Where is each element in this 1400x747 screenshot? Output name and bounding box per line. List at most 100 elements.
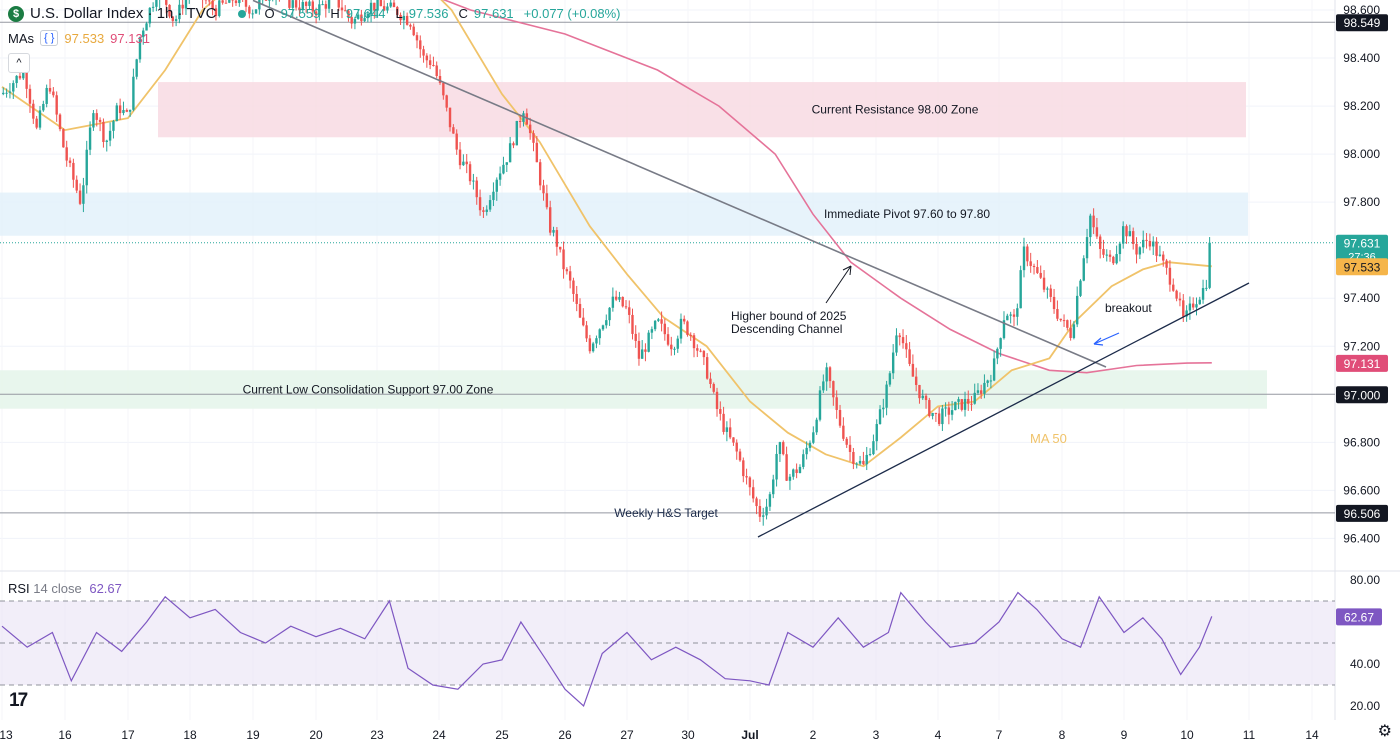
annotation-text: breakout	[1105, 301, 1152, 315]
candle-body	[921, 395, 924, 399]
rsi-tick-label: 40.00	[1350, 657, 1380, 671]
candle-body	[689, 334, 692, 336]
candle	[660, 311, 663, 332]
candle-body	[1022, 246, 1026, 271]
candle-body	[171, 16, 175, 21]
candle-body	[1121, 226, 1125, 244]
candle	[1208, 237, 1211, 290]
gear-icon[interactable]: ⚙	[1377, 723, 1392, 740]
candle	[552, 226, 555, 237]
candle-body	[1036, 267, 1039, 273]
candle-body	[369, 2, 373, 14]
candle	[505, 162, 508, 173]
candle-body	[950, 410, 954, 415]
change-value: +0.077 (+0.08%)	[523, 6, 621, 21]
candle-body	[582, 317, 585, 326]
candle-body	[1089, 215, 1092, 238]
candle-body	[492, 191, 495, 201]
candle-body	[868, 454, 872, 456]
candle-body	[1056, 309, 1059, 319]
zone-rect	[0, 370, 1267, 409]
candle	[1032, 263, 1036, 275]
candle	[832, 380, 835, 406]
candle-body	[1002, 320, 1006, 339]
candle	[181, 0, 184, 15]
candle-body	[762, 515, 765, 517]
candle-body	[118, 105, 122, 114]
annotation-text: MA 50	[1030, 431, 1067, 446]
candle-body	[660, 319, 663, 324]
high-label: H	[330, 6, 340, 21]
candle-body	[1059, 318, 1062, 321]
candle-body	[670, 344, 673, 350]
candle-body	[885, 384, 888, 408]
candle-body	[679, 318, 683, 339]
candle	[772, 474, 775, 499]
candle	[356, 9, 360, 20]
candle-body	[788, 476, 792, 481]
candle	[989, 374, 993, 389]
time-tick-label: 27	[620, 728, 634, 742]
candle-body	[308, 1, 311, 6]
arrow-icon	[825, 265, 852, 304]
rsi-label[interactable]: RSI	[8, 581, 30, 596]
candle-body	[174, 19, 178, 21]
candle-body	[728, 427, 732, 438]
candle	[888, 371, 892, 387]
candle	[885, 380, 888, 416]
price-tick-label: 97.200	[1343, 339, 1380, 353]
candle	[986, 379, 989, 387]
candle	[438, 69, 442, 85]
tradingview-logo-icon[interactable]: 17	[9, 690, 28, 711]
candle	[1112, 255, 1115, 266]
candle	[52, 87, 55, 98]
low-label: L	[395, 6, 403, 21]
candle	[611, 287, 615, 312]
candle	[452, 124, 455, 134]
candle-body	[228, 0, 231, 3]
hline-label: Weekly H&S Target	[614, 506, 718, 520]
candle-body	[911, 363, 915, 377]
candle-body	[347, 10, 350, 18]
candle	[1155, 237, 1158, 263]
candle	[105, 139, 108, 152]
candle-body	[1049, 288, 1052, 297]
eye-icon[interactable]: { }	[40, 30, 59, 46]
time-tick-label: 4	[935, 728, 942, 742]
candle	[1075, 286, 1079, 328]
candle	[588, 334, 592, 354]
symbol-title[interactable]: U.S. Dollar Index · 1h · TVC	[30, 5, 217, 22]
ma-label[interactable]: MAs	[8, 30, 34, 46]
candle-body	[722, 413, 725, 432]
candle-body	[208, 0, 211, 2]
candle-body	[1175, 290, 1178, 299]
candle-body	[45, 87, 48, 104]
candle	[947, 401, 951, 425]
candle-body	[1208, 242, 1211, 288]
candle	[542, 179, 545, 201]
candle	[692, 333, 696, 358]
candle	[1162, 251, 1165, 267]
candle	[568, 265, 572, 289]
candle-body	[999, 338, 1002, 349]
candle-body	[798, 466, 802, 473]
candle	[778, 441, 782, 462]
candle	[1082, 255, 1085, 282]
candle-body	[1192, 303, 1195, 308]
candle	[35, 115, 38, 130]
candle-body	[875, 424, 878, 442]
candle-body	[353, 18, 357, 24]
candle-body	[125, 110, 129, 112]
candle	[822, 374, 825, 393]
candle-body	[128, 109, 132, 112]
candle	[765, 498, 768, 520]
candle-body	[18, 75, 22, 79]
candle-body	[614, 296, 618, 300]
candle	[950, 400, 954, 421]
candle-body	[301, 2, 304, 11]
candle	[702, 350, 706, 366]
collapse-legend-icon[interactable]: ^	[8, 53, 30, 73]
candle	[1115, 245, 1118, 265]
candle	[340, 0, 344, 19]
